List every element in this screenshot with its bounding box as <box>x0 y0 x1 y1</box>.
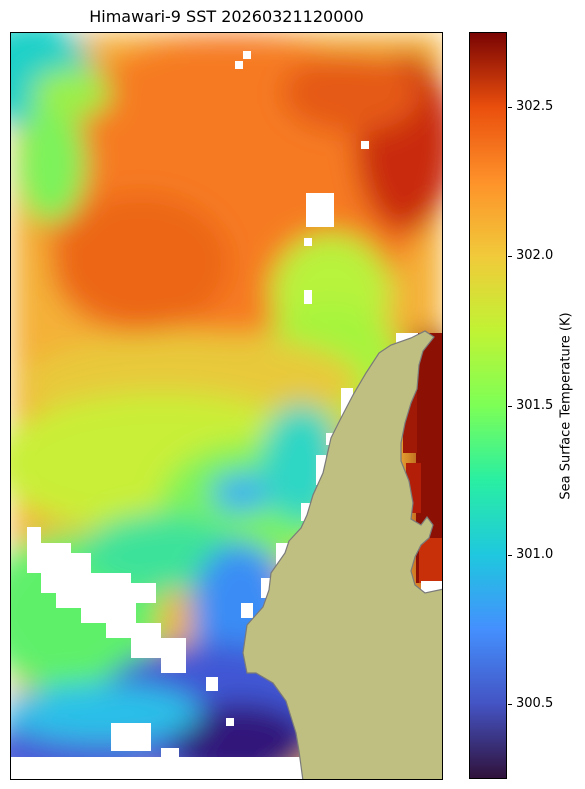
colorbar-tick-mark <box>508 704 512 706</box>
colorbar-tick-mark <box>508 106 512 108</box>
sst-map <box>10 32 443 780</box>
landmass <box>242 330 442 779</box>
map-title: Himawari-9 SST 20260321120000 <box>89 7 364 26</box>
colorbar-tick-label: 301.0 <box>516 546 554 562</box>
colorbar-tick-label: 302.0 <box>516 248 554 264</box>
colorbar-tick-mark <box>508 554 512 556</box>
colorbar-tick-label: 300.5 <box>516 696 554 712</box>
colorbar-tick-label: 302.5 <box>516 98 554 114</box>
colorbar-tick-label: 301.5 <box>516 397 554 413</box>
colorbar <box>469 32 507 779</box>
colorbar-label: Sea Surface Temperature (K) <box>558 312 574 500</box>
colorbar-tick-mark <box>508 256 512 258</box>
sst-field <box>11 33 442 779</box>
colorbar-tick-mark <box>508 405 512 407</box>
